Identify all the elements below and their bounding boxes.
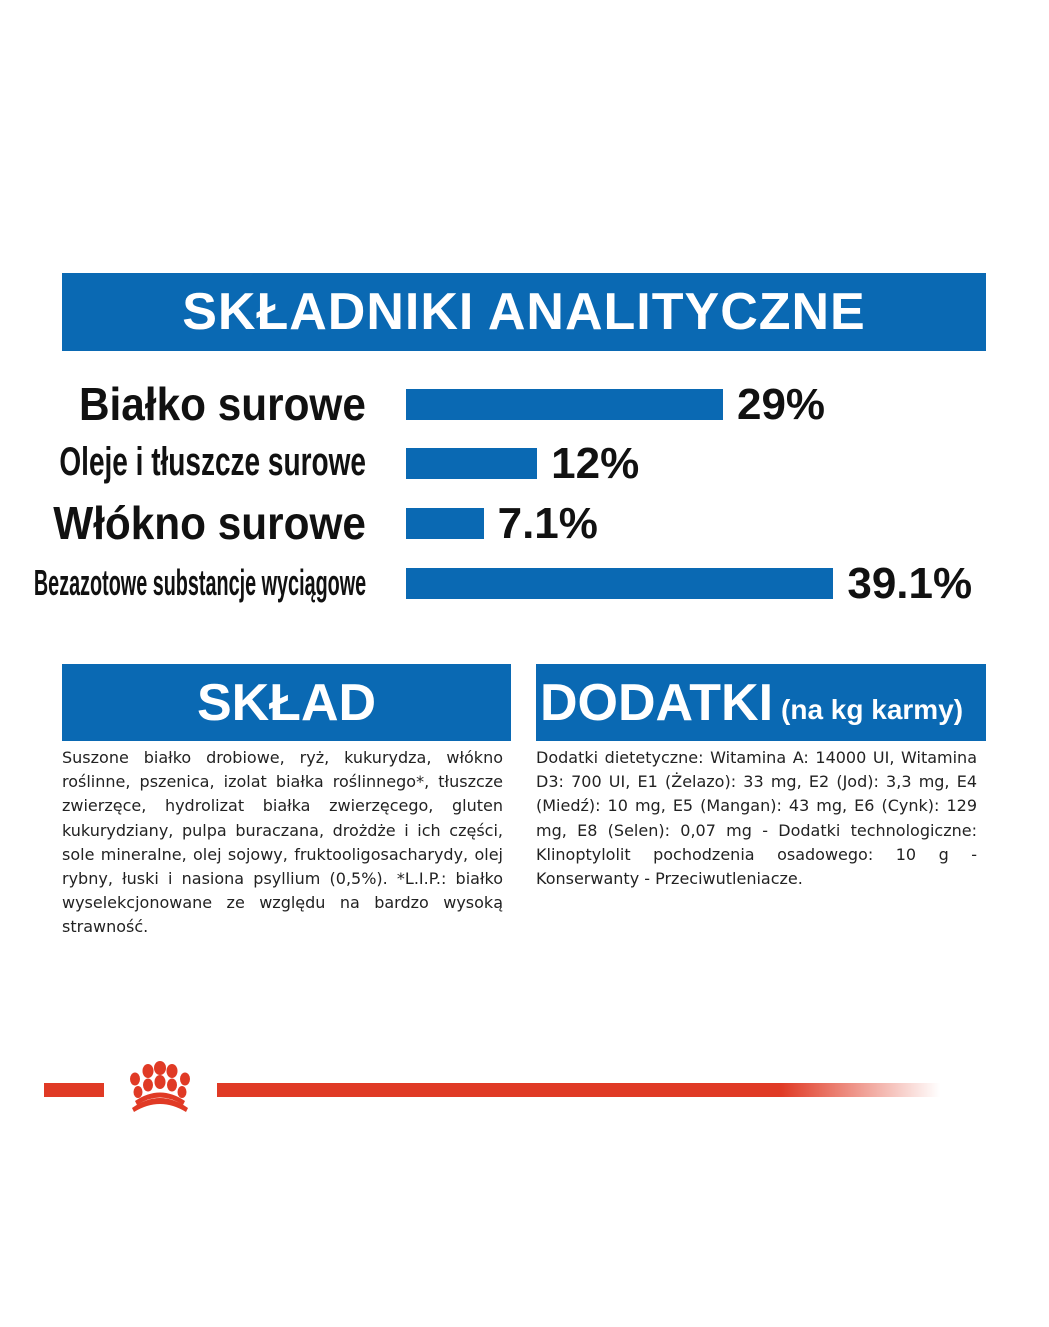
bar-value-label: 12% xyxy=(551,439,640,488)
analytical-constituents-banner: SKŁADNIKI ANALITYCZNE xyxy=(62,273,986,351)
bar xyxy=(406,448,538,479)
bar-label: Oleje i tłuszcze surowe xyxy=(59,439,366,484)
bar-label: Bezazotowe substancje wyciągowe xyxy=(33,562,366,604)
footer-red-line-left xyxy=(44,1083,104,1097)
additives-text: Dodatki dietetyczne: Witamina A: 14000 U… xyxy=(536,748,977,889)
composition-banner: SKŁAD xyxy=(62,664,511,741)
bar-value-label: 29% xyxy=(736,380,826,429)
bar xyxy=(406,508,484,539)
page-title: SKŁADNIKI ANALITYCZNE xyxy=(182,283,866,341)
bar xyxy=(406,389,723,420)
bar-label: Białko surowe xyxy=(79,378,366,431)
bar-label: Włókno surowe xyxy=(53,497,366,550)
footer-red-line-right xyxy=(217,1083,940,1097)
royal-canin-crown-icon xyxy=(130,1061,190,1112)
additives-banner: DODATKI (na kg karmy) xyxy=(536,664,986,741)
additives-subtitle: (na kg karmy) xyxy=(781,693,964,725)
additives-title: DODATKI xyxy=(540,673,774,732)
bar-value-label: 39.1% xyxy=(847,559,973,608)
bar-value-label: 7.1% xyxy=(497,499,598,548)
composition-title: SKŁAD xyxy=(196,673,377,732)
bar xyxy=(406,568,834,599)
composition-text: Suszone białko drobiowe, ryż, kukurydza,… xyxy=(62,748,503,937)
